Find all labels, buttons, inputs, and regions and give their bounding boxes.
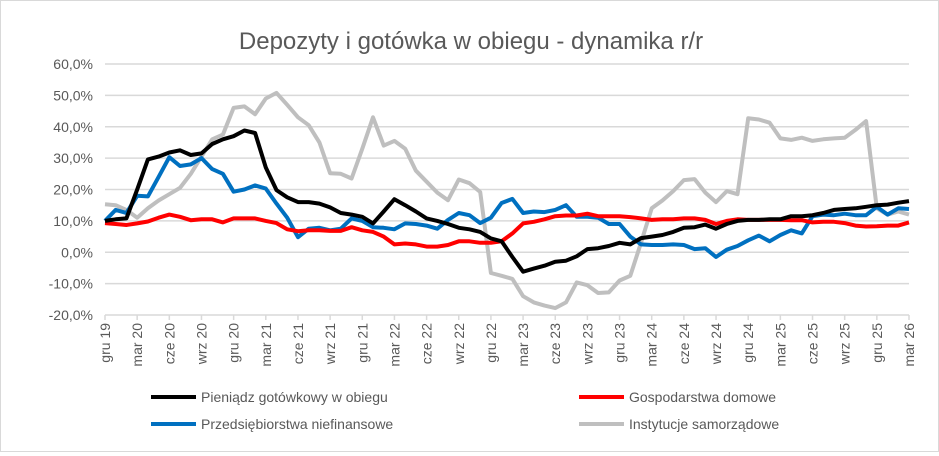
series-line-2	[103, 155, 910, 259]
x-tick-label: wrz 22	[451, 323, 467, 365]
x-tick-label: gru 22	[483, 323, 499, 363]
x-tick-label: mar 20	[129, 323, 145, 367]
x-tick-label: gru 24	[740, 323, 756, 363]
x-tick-label: cze 22	[419, 323, 435, 364]
y-tick-label: 0,0%	[61, 244, 93, 260]
x-tick-label: wrz 25	[837, 323, 853, 365]
x-tick-label: wrz 23	[579, 323, 595, 365]
x-tick-label: mar 23	[515, 323, 531, 367]
y-tick-label: -20,0%	[49, 307, 93, 323]
legend-label: Przedsiębiorstwa niefinansowe	[201, 416, 393, 432]
x-tick-label: cze 24	[676, 323, 692, 364]
y-tick-label: 40,0%	[53, 119, 93, 135]
x-tick-label: gru 21	[354, 323, 370, 363]
y-tick-label: 60,0%	[53, 56, 93, 72]
x-tick-label: mar 25	[772, 323, 788, 367]
y-tick-label: 10,0%	[53, 213, 93, 229]
x-tick-label: cze 21	[290, 323, 306, 364]
y-tick-label: -10,0%	[49, 276, 93, 292]
legend-item: Przedsiębiorstwa niefinansowe	[151, 416, 393, 432]
x-tick-label: gru 19	[97, 323, 113, 363]
legend-item: Gospodarstwa domowe	[579, 389, 776, 405]
legend-item: Pieniądz gotówkowy w obiegu	[151, 389, 388, 405]
x-tick-label: wrz 21	[322, 323, 338, 365]
x-tick-label: wrz 20	[193, 323, 209, 365]
y-tick-label: 20,0%	[53, 182, 93, 198]
series-line-0	[104, 128, 910, 274]
x-tick-label: cze 20	[161, 323, 177, 364]
x-tick-label: gru 25	[869, 323, 885, 363]
x-tick-label: gru 20	[226, 323, 242, 363]
x-tick-label: mar 21	[258, 323, 274, 367]
x-tick-label: mar 22	[386, 323, 402, 367]
x-tick-label: gru 23	[612, 323, 628, 363]
x-tick-label: mar 24	[644, 323, 660, 367]
x-tick-label: cze 23	[547, 323, 563, 364]
x-tick-label: cze 25	[805, 323, 821, 364]
legend-label: Instytucje samorządowe	[629, 416, 779, 432]
chart-title: Depozyty i gotówka w obiegu - dynamika r…	[239, 28, 703, 55]
legend-label: Gospodarstwa domowe	[629, 389, 776, 405]
x-tick-label: wrz 24	[708, 323, 724, 365]
series-line-3	[104, 90, 910, 311]
y-tick-label: 30,0%	[53, 150, 93, 166]
legend-item: Instytucje samorządowe	[579, 416, 779, 432]
x-tick-label: mar 26	[901, 323, 917, 367]
legend-label: Pieniądz gotówkowy w obiegu	[201, 389, 388, 405]
y-tick-label: 50,0%	[53, 87, 93, 103]
